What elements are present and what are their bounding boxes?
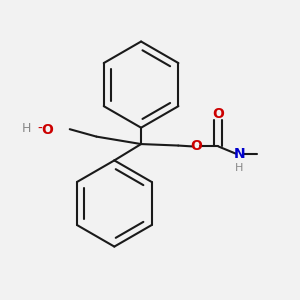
Text: O: O bbox=[190, 140, 202, 153]
Text: -: - bbox=[37, 122, 42, 136]
Text: O: O bbox=[41, 123, 53, 137]
Text: H: H bbox=[235, 163, 243, 173]
Text: H: H bbox=[22, 122, 31, 135]
Text: N: N bbox=[233, 147, 245, 160]
Text: O: O bbox=[212, 107, 224, 121]
